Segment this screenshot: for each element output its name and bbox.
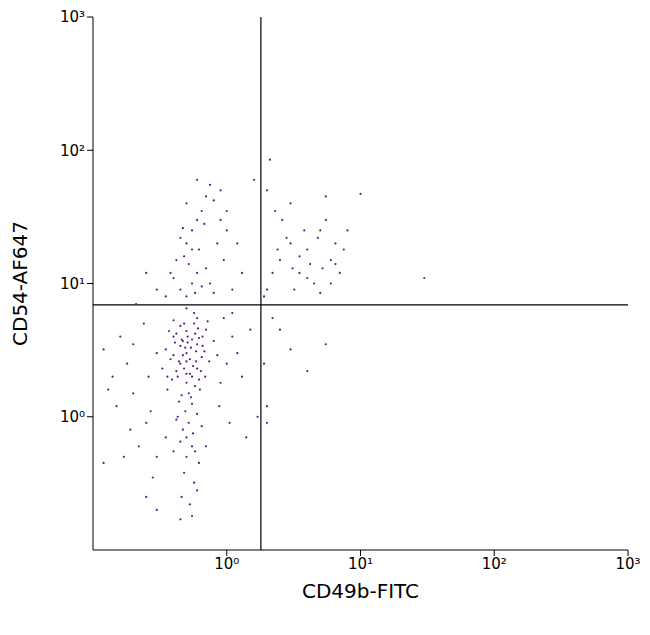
- svg-text:10³: 10³: [60, 8, 85, 26]
- svg-text:10³: 10³: [615, 555, 640, 573]
- svg-text:10¹: 10¹: [348, 555, 373, 573]
- svg-text:10⁰: 10⁰: [60, 408, 85, 426]
- svg-text:CD54-AF647: CD54-AF647: [8, 221, 32, 346]
- svg-text:10²: 10²: [482, 555, 507, 573]
- svg-text:10⁰: 10⁰: [214, 555, 239, 573]
- svg-text:10²: 10²: [60, 142, 85, 160]
- svg-text:10¹: 10¹: [60, 275, 85, 293]
- svg-text:CD49b-FITC: CD49b-FITC: [302, 579, 419, 603]
